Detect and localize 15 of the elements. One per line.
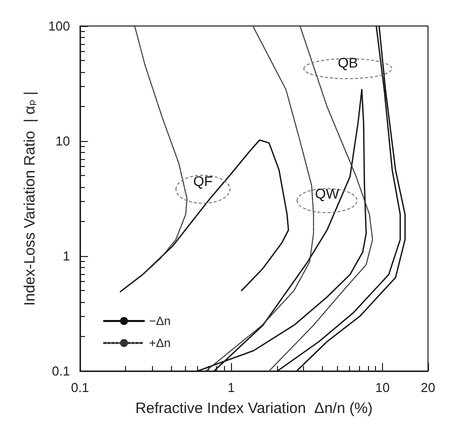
annotation: QW (314, 185, 340, 202)
x-axis-title: Refractive Index Variation Δn/n (%) (135, 400, 373, 417)
y-axis-title: Index-Loss Variation Ratio | αₚ | (21, 91, 38, 306)
x-tick-label: 1 (228, 380, 235, 395)
x-tick-label: 10 (375, 380, 390, 395)
y-tick-label: 10 (56, 134, 70, 148)
annotation: QF (193, 172, 213, 189)
x-tick-label: 20 (420, 380, 436, 395)
y-tick-label: 1 (62, 248, 70, 264)
annotation: QB (338, 54, 358, 71)
legend-label: +Δn (149, 336, 171, 350)
y-tick-label: 0.1 (52, 364, 70, 378)
x-tick-label: 0.1 (70, 380, 90, 395)
legend-label: −Δn (149, 314, 171, 328)
y-tick-label: 100 (48, 18, 70, 34)
